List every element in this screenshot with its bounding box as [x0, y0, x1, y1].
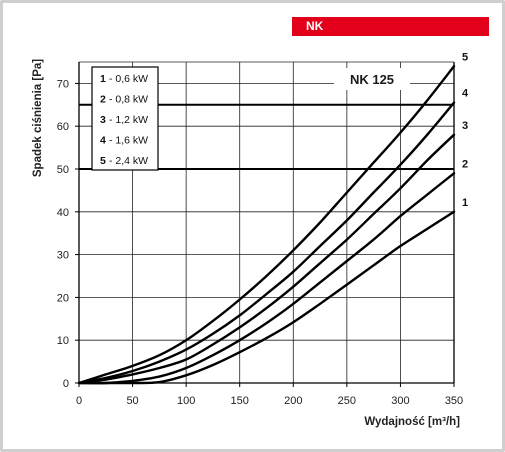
y-tick-label: 10 — [57, 335, 69, 347]
legend-entry-number: 2 — [100, 94, 106, 106]
legend-entry-text: - 1,6 kW — [109, 135, 148, 147]
x-tick-label: 100 — [177, 395, 195, 407]
series-line-4 — [77, 101, 456, 385]
legend-entry-text: - 2,4 kW — [109, 155, 148, 167]
legend-entry-text: - 0,6 kW — [109, 73, 148, 85]
chart-title: NK 125 — [350, 72, 394, 87]
legend: 1- 0,6 kW2- 0,8 kW3- 1,2 kW4- 1,6 kW5- 2… — [91, 66, 159, 171]
x-tick-label: 300 — [391, 395, 409, 407]
series-line-5 — [77, 65, 456, 385]
series-label-3: 3 — [462, 120, 468, 132]
legend-entry-number: 3 — [100, 114, 106, 126]
series-label-5: 5 — [462, 51, 468, 63]
y-tick-label: 60 — [57, 121, 69, 133]
y-tick-label: 30 — [57, 250, 69, 262]
brand-tab-label: NK — [306, 19, 324, 33]
x-tick-label: 150 — [231, 395, 249, 407]
series-label-2: 2 — [462, 158, 468, 170]
x-tick-label: 0 — [76, 395, 82, 407]
y-axis-label: Spadek ciśnienia [Pa] — [32, 59, 44, 177]
axes: 0 50 100 150 200 250 300 350 0 10 20 30 40 50 60 70 — [57, 62, 463, 407]
series-lines: 1 2 3 4 5 — [77, 51, 469, 385]
series-label-1: 1 — [462, 197, 468, 209]
y-tick-label: 40 — [57, 207, 69, 219]
series-label-4: 4 — [462, 88, 469, 100]
x-tick-label: 50 — [126, 395, 138, 407]
y-tick-label: 50 — [57, 164, 69, 176]
legend-entry-text: - 1,2 kW — [109, 114, 148, 126]
chart-title-box: NK 125 — [334, 68, 410, 90]
x-tick-label: 350 — [445, 395, 463, 407]
brand-tab: NK — [292, 17, 489, 36]
series-line-2 — [77, 172, 456, 385]
y-tick-label: 70 — [57, 78, 69, 90]
y-tick-label: 20 — [57, 292, 69, 304]
legend-entry-number: 1 — [100, 73, 106, 85]
series-line-3 — [77, 133, 456, 385]
x-tick-label: 250 — [338, 395, 356, 407]
legend-box — [91, 66, 159, 171]
legend-entry-number: 4 — [100, 135, 106, 147]
legend-entry-number: 5 — [100, 155, 106, 167]
y-tick-label: 0 — [63, 378, 69, 390]
legend-entry-text: - 0,8 kW — [109, 94, 148, 106]
x-tick-label: 200 — [284, 395, 302, 407]
x-axis-label: Wydajność [m³/h] — [364, 416, 460, 428]
